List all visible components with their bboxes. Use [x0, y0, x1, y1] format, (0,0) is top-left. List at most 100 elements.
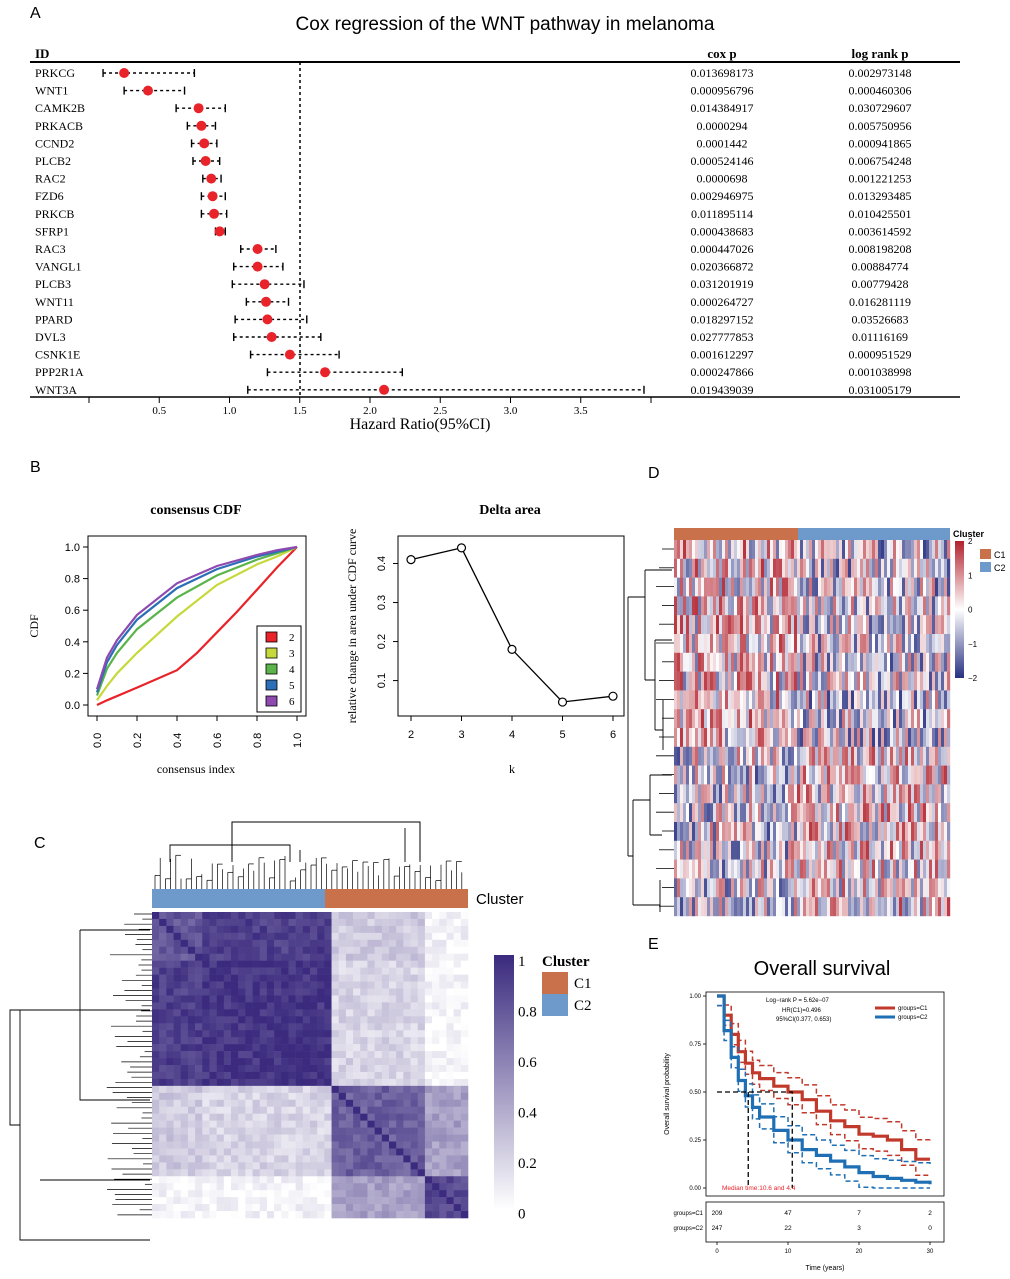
consensus-cell: [180, 1078, 189, 1087]
expression-cell: [758, 671, 762, 691]
consensus-cell: [295, 1141, 304, 1149]
consensus-cell: [410, 1037, 419, 1045]
consensus-cell: [338, 939, 347, 948]
consensus-cell: [389, 988, 397, 996]
expression-cell: [740, 577, 744, 597]
expression-cell: [821, 690, 825, 710]
consensus-cell: [389, 932, 397, 941]
expression-cell: [923, 859, 927, 879]
consensus-cell: [338, 1044, 347, 1052]
expression-cell: [854, 840, 858, 860]
expression-cell: [824, 859, 828, 879]
consensus-cell: [345, 946, 354, 955]
expression-cell: [863, 803, 867, 823]
consensus-cell: [274, 1162, 282, 1170]
consensus-cell: [195, 1009, 203, 1017]
consensus-cell: [202, 1037, 210, 1045]
expression-cell: [884, 615, 888, 635]
consensus-cell: [202, 967, 210, 975]
consensus-cell: [295, 939, 304, 948]
consensus-cell: [324, 1002, 332, 1010]
consensus-cell: [324, 1009, 332, 1017]
expression-cell: [890, 784, 894, 804]
consensus-cell: [338, 1211, 347, 1219]
expression-cell: [839, 540, 843, 559]
consensus-cell: [209, 974, 217, 982]
expression-cell: [803, 596, 807, 616]
expression-cell: [884, 540, 888, 559]
expression-cell: [809, 859, 813, 879]
expression-cell: [791, 671, 795, 691]
consensus-cell: [152, 1169, 160, 1177]
consensus-cell: [424, 1051, 433, 1059]
expression-cell: [935, 765, 939, 785]
consensus-cell: [324, 960, 332, 968]
expression-cell: [941, 709, 945, 729]
expression-cell: [683, 840, 687, 860]
consensus-cell: [424, 1099, 433, 1108]
expression-cell: [752, 615, 756, 635]
consensus-cell: [202, 1099, 210, 1108]
consensus-cell: [446, 1037, 454, 1045]
consensus-cell: [353, 1051, 361, 1059]
expression-cell: [815, 897, 819, 917]
expression-cell: [938, 634, 942, 653]
consensus-cell: [403, 1127, 411, 1135]
expression-cell: [896, 897, 900, 917]
consensus-cell: [152, 1190, 160, 1198]
expression-cell: [947, 728, 951, 747]
consensus-cell: [180, 1211, 189, 1219]
expression-cell: [752, 765, 756, 785]
expression-cell: [875, 840, 879, 860]
consensus-cell: [410, 1051, 419, 1059]
expression-cell: [689, 540, 693, 559]
consensus-cell: [396, 1009, 404, 1017]
consensus-cell: [187, 1078, 196, 1087]
expression-cell: [908, 540, 912, 559]
expression-cell: [911, 652, 915, 672]
expression-cell: [914, 709, 918, 729]
expression-cell: [908, 577, 912, 597]
expression-cell: [680, 746, 684, 766]
consensus-cell: [259, 1009, 268, 1017]
expression-cell: [785, 728, 789, 747]
expression-cell: [896, 540, 900, 559]
expression-cell: [896, 822, 900, 841]
consensus-cell: [360, 1009, 368, 1017]
expression-cell: [683, 558, 687, 578]
consensus-cell: [460, 967, 469, 975]
consensus-cell: [389, 939, 397, 948]
expression-cell: [920, 540, 924, 559]
expression-cell: [869, 540, 873, 559]
expression-cell: [848, 634, 852, 653]
consensus-cell: [439, 1148, 447, 1156]
expression-cell: [752, 540, 756, 559]
consensus-cell: [245, 1106, 253, 1114]
expression-cell: [701, 746, 705, 766]
consensus-cell: [417, 1190, 426, 1198]
consensus-cell: [424, 1197, 433, 1205]
expression-cell: [878, 671, 882, 691]
consensus-cell: [367, 1037, 375, 1045]
consensus-cell: [345, 1051, 354, 1059]
consensus-cell: [432, 1009, 440, 1017]
cdf-legend-swatch: [265, 647, 278, 659]
expression-cell: [824, 558, 828, 578]
consensus-cell: [281, 1058, 289, 1066]
consensus-cell: [266, 1120, 275, 1128]
delta-ytick-label: 0.3: [376, 595, 388, 610]
expression-cell: [692, 822, 696, 841]
expression-cell: [938, 840, 942, 860]
consensus-cell: [460, 1078, 469, 1087]
expression-cell: [842, 709, 846, 729]
expression-cell: [833, 615, 837, 635]
consensus-cell: [403, 1058, 411, 1066]
consensus-cell: [338, 1162, 347, 1170]
expression-cell: [773, 577, 777, 597]
consensus-cell: [432, 925, 440, 934]
consensus-cell: [367, 1016, 375, 1024]
consensus-cell: [238, 1078, 246, 1087]
expression-cell: [788, 840, 792, 860]
consensus-cell: [231, 1204, 239, 1212]
expression-cell: [794, 652, 798, 672]
